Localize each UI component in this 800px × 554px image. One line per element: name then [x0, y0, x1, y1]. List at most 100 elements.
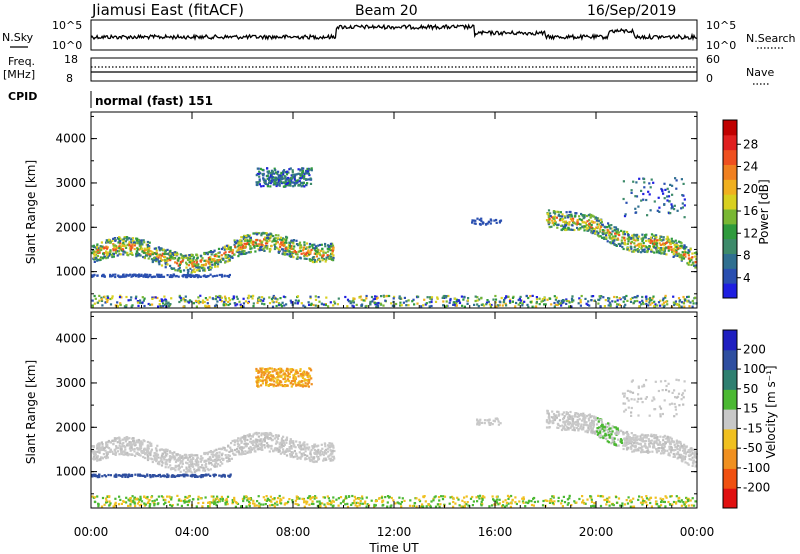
scatter-cell — [239, 303, 242, 306]
scatter-cell — [215, 261, 218, 264]
scatter-cell — [653, 446, 656, 449]
scatter-cell — [622, 447, 625, 451]
scatter-cell — [233, 253, 236, 256]
scatter-cell — [100, 296, 103, 299]
scatter-cell — [505, 296, 508, 299]
scatter-cell — [601, 425, 605, 428]
scatter-cell — [182, 254, 185, 258]
scatter-cell — [136, 251, 139, 254]
scatter-cell — [174, 457, 177, 460]
scatter-cell — [109, 449, 112, 452]
scatter-cell — [611, 430, 614, 433]
scatter-cell — [599, 218, 602, 222]
scatter-cell — [310, 169, 313, 172]
scatter-cell — [327, 445, 330, 448]
scatter-cell — [124, 240, 127, 243]
scatter-cell — [149, 303, 152, 306]
scatter-cell — [672, 247, 676, 250]
scatter-cell — [545, 419, 549, 422]
scatter-cell — [687, 257, 690, 260]
scatter-cell — [260, 443, 263, 446]
scatter-cell — [99, 245, 102, 248]
scatter-cell — [186, 273, 189, 277]
scatter-cell — [112, 243, 115, 246]
scatter-cell — [298, 451, 301, 454]
scatter-cell — [184, 254, 187, 257]
scatter-cell — [273, 437, 276, 440]
scatter-cell — [224, 251, 227, 254]
scatter-cell — [546, 412, 549, 415]
scatter-cell — [329, 255, 333, 258]
scatter-cell — [223, 302, 226, 305]
scatter-cell — [667, 453, 670, 456]
scatter-cell — [482, 221, 485, 224]
scatter-cell — [328, 454, 331, 457]
scatter-cell — [572, 299, 575, 302]
scatter-cell — [179, 260, 183, 263]
scatter-cell — [219, 260, 222, 263]
scatter-cell — [608, 435, 611, 438]
scatter-cell — [485, 301, 489, 304]
scatter-cell — [295, 369, 298, 372]
scatter-cell — [275, 371, 278, 374]
scatter-cell — [672, 449, 676, 452]
scatter-cell — [382, 304, 385, 307]
scatter-cell — [277, 373, 280, 376]
scatter-cell — [319, 260, 322, 263]
scatter-cell — [253, 246, 256, 249]
scatter-cell — [274, 434, 278, 437]
scatter-cell — [203, 300, 206, 304]
scatter-cell — [455, 300, 458, 303]
scatter-cell — [543, 303, 546, 306]
scatter-cell — [266, 374, 269, 377]
scatter-cell — [640, 237, 643, 240]
scatter-cell — [604, 423, 608, 426]
scatter-cell — [641, 433, 644, 436]
scatter-cell — [301, 454, 304, 457]
scatter-cell — [655, 434, 658, 437]
scatter-cell — [328, 442, 331, 445]
scatter-cell — [579, 223, 582, 226]
scatter-cell — [687, 449, 690, 452]
scatter-cell — [462, 298, 465, 301]
scatter-cell — [239, 305, 243, 308]
scatter-cell — [181, 274, 184, 277]
scatter-cell — [617, 242, 620, 246]
scatter-cell — [172, 454, 175, 457]
scatter-cell — [231, 255, 234, 258]
scatter-cell — [156, 462, 160, 465]
scatter-cell — [114, 453, 117, 456]
scatter-cell — [106, 253, 109, 256]
scatter-cell — [296, 179, 299, 182]
scatter-cell — [204, 464, 207, 467]
scatter-cell — [223, 245, 227, 248]
scatter-cell — [535, 301, 538, 304]
scatter-cell — [383, 295, 386, 298]
colorbar-cell — [723, 164, 737, 180]
scatter-cell — [659, 247, 663, 250]
scatter-cell — [249, 247, 252, 250]
scatter-cell — [681, 206, 684, 209]
scatter-cell — [634, 439, 637, 442]
scatter-cell — [119, 445, 122, 448]
scatter-cell — [169, 451, 172, 454]
scatter-cell — [691, 256, 694, 259]
scatter-cell — [293, 184, 296, 187]
scatter-cell — [629, 245, 632, 248]
scatter-cell — [218, 456, 221, 459]
scatter-cell — [273, 238, 276, 241]
scatter-cell — [675, 243, 678, 246]
scatter-cell — [135, 295, 138, 298]
scatter-cell — [224, 304, 227, 307]
scatter-cell — [637, 250, 640, 253]
scatter-cell — [175, 251, 179, 254]
scatter-cell — [691, 464, 694, 467]
scatter-cell — [637, 205, 640, 208]
scatter-cell — [220, 457, 223, 460]
scatter-cell — [571, 224, 574, 227]
scatter-cell — [571, 299, 574, 302]
scatter-cell — [563, 215, 566, 218]
scatter-cell — [643, 440, 646, 443]
scatter-cell — [306, 374, 309, 377]
scatter-cell — [199, 254, 202, 257]
